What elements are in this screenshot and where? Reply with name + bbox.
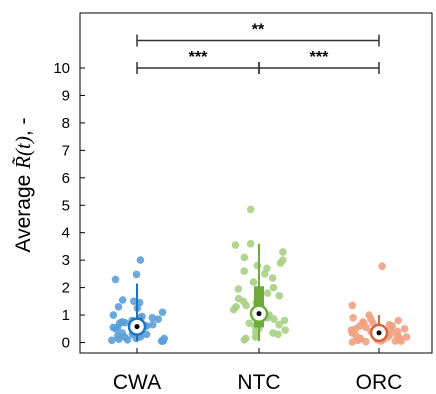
data-point xyxy=(149,320,157,329)
data-point xyxy=(281,326,290,334)
significance-brackets: ***** *** xyxy=(136,22,380,74)
x-tick-label: ORC xyxy=(356,371,403,394)
data-point xyxy=(263,289,272,297)
data-point xyxy=(355,335,364,344)
y-axis: 0 1 2 3 4 5 6 7 8 9 10 xyxy=(53,60,85,352)
data-point xyxy=(269,329,277,337)
data-point xyxy=(268,274,277,282)
data-point xyxy=(348,301,357,310)
plot-frame xyxy=(79,12,433,354)
y-axis-label-suffix: , - xyxy=(12,118,35,137)
data-point xyxy=(393,327,402,336)
data-point xyxy=(245,319,253,328)
data-point xyxy=(142,330,151,339)
x-axis: CWA NTC ORC xyxy=(113,348,402,394)
y-tick-label: 0 xyxy=(62,335,70,352)
y-tick-label: 5 xyxy=(62,197,70,214)
data-point xyxy=(113,323,122,332)
data-point xyxy=(280,316,289,325)
data-point xyxy=(275,320,283,329)
data-point xyxy=(249,278,258,286)
data-point xyxy=(132,270,141,279)
y-tick-label: 9 xyxy=(62,87,70,104)
data-point xyxy=(279,256,287,264)
data-point xyxy=(118,296,127,304)
data-point xyxy=(158,308,167,317)
data-point xyxy=(118,318,126,326)
data-point xyxy=(160,334,168,343)
data-points xyxy=(108,205,411,346)
median-dot xyxy=(134,324,140,330)
y-axis-label-math: R̃(t) xyxy=(11,136,35,170)
y-tick-label: 10 xyxy=(53,60,70,77)
data-point xyxy=(123,336,132,344)
data-point xyxy=(348,338,357,346)
box-plots xyxy=(127,243,389,343)
data-point xyxy=(108,336,116,345)
y-tick-label: 2 xyxy=(62,280,70,297)
x-tick-label: CWA xyxy=(113,371,161,394)
y-tick-label: 7 xyxy=(62,142,70,159)
y-axis-label-prefix: Average xyxy=(12,169,35,253)
data-point xyxy=(136,256,145,264)
data-point xyxy=(275,292,284,300)
data-point xyxy=(242,301,250,310)
data-point xyxy=(240,267,248,275)
x-tick-label: NTC xyxy=(237,371,280,394)
data-point xyxy=(234,285,243,293)
data-point xyxy=(349,314,357,322)
data-point xyxy=(348,329,357,337)
data-point xyxy=(279,248,287,256)
data-point xyxy=(400,325,409,333)
data-point xyxy=(240,253,249,262)
y-tick-label: 8 xyxy=(62,115,70,132)
data-point xyxy=(240,336,249,344)
data-point xyxy=(130,297,138,306)
data-point xyxy=(229,305,238,314)
data-point xyxy=(115,335,123,344)
median-dot xyxy=(256,311,262,317)
data-point xyxy=(360,319,368,328)
significance-label: *** xyxy=(189,49,208,66)
data-point xyxy=(109,311,118,319)
data-point xyxy=(251,333,260,341)
y-tick-label: 3 xyxy=(62,252,70,269)
y-tick-label: 1 xyxy=(62,307,70,324)
data-point xyxy=(154,315,162,324)
data-point xyxy=(378,262,386,271)
data-point xyxy=(231,241,240,249)
data-point xyxy=(269,283,278,292)
data-point xyxy=(114,303,123,311)
data-point xyxy=(148,314,157,322)
data-point xyxy=(111,275,120,284)
data-point xyxy=(253,261,262,270)
data-point xyxy=(270,315,278,324)
significance-label: ** xyxy=(252,22,265,39)
y-tick-label: 4 xyxy=(62,225,70,242)
y-axis-label: Average R̃(t), - xyxy=(11,118,35,253)
significance-label: *** xyxy=(310,49,329,66)
median-dot xyxy=(376,330,382,336)
data-point xyxy=(263,264,271,273)
data-point xyxy=(246,205,255,214)
data-point xyxy=(394,316,403,325)
y-tick-label: 6 xyxy=(62,170,70,187)
data-point xyxy=(402,333,411,341)
data-point xyxy=(246,239,255,248)
